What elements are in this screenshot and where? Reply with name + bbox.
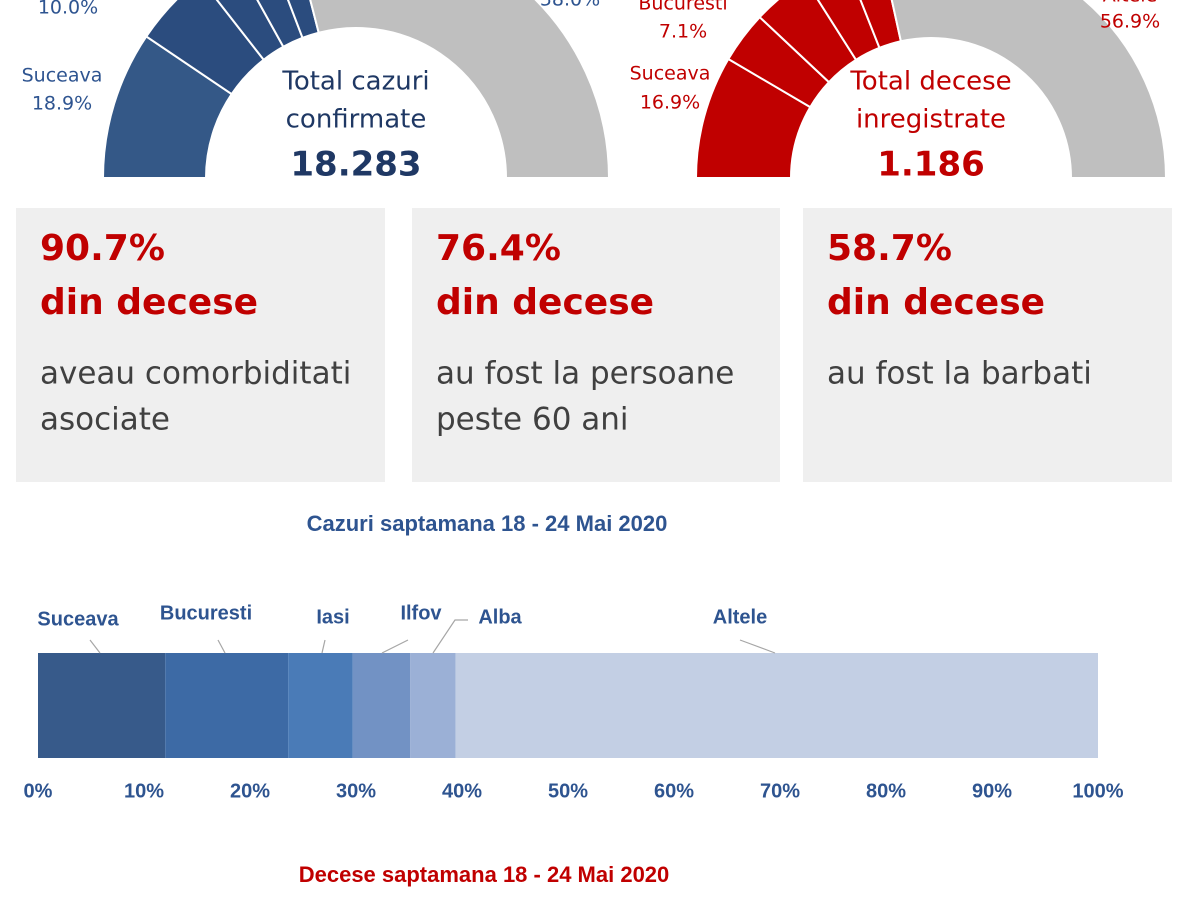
stat-card: [803, 208, 1172, 482]
x-tick-label: 70%: [760, 780, 800, 802]
bar-title: Cazuri saptamana 18 - 24 Mai 2020: [307, 511, 668, 536]
card-stat: 58.7%: [827, 228, 952, 269]
segment-value: 16.9%: [640, 92, 700, 114]
segment-name: Suceava: [630, 63, 711, 85]
bar-segment: [352, 653, 411, 758]
card-unit: din decese: [436, 282, 654, 323]
x-tick-label: 60%: [654, 780, 694, 802]
segment-label: Altele: [713, 606, 767, 628]
segment-name: Bucuresti: [638, 0, 727, 15]
segment-value: 10.0%: [38, 0, 98, 19]
segment-label: Iasi: [316, 606, 349, 628]
card-unit: din decese: [40, 282, 258, 323]
section-title: Decese saptamana 18 - 24 Mai 2020: [299, 862, 670, 887]
x-tick-label: 50%: [548, 780, 588, 802]
segment-value: 7.1%: [659, 21, 707, 43]
leader-line: [739, 639, 776, 654]
segment-value: 56.9%: [1100, 11, 1160, 33]
segment-label: Suceava: [37, 608, 119, 630]
stat-card: [412, 208, 780, 482]
bar-segment: [165, 653, 289, 758]
donut-segment: [890, 0, 1168, 179]
segment-label: Bucuresti: [160, 602, 252, 624]
x-tick-label: 80%: [866, 780, 906, 802]
donut-segment: [309, 0, 611, 179]
center-total: 18.283: [290, 145, 421, 185]
card-text: asociate: [40, 402, 170, 438]
card-text: au fost la barbati: [827, 356, 1092, 392]
bar-segment: [455, 653, 1098, 758]
x-tick-label: 90%: [972, 780, 1012, 802]
x-tick-label: 40%: [442, 780, 482, 802]
bar-segment: [410, 653, 456, 758]
center-text: confirmate: [286, 105, 427, 135]
x-tick-label: 0%: [24, 780, 53, 802]
segment-value: 58.0%: [540, 0, 600, 11]
center-text: inregistrate: [856, 105, 1006, 135]
card-stat: 90.7%: [40, 228, 165, 269]
segment-name: Suceava: [22, 65, 103, 87]
card-unit: din decese: [827, 282, 1045, 323]
center-text: Total cazuri: [281, 67, 429, 97]
card-text: au fost la persoane: [436, 356, 734, 392]
bar-segment: [288, 653, 353, 758]
leader-line: [217, 639, 226, 654]
x-tick-label: 20%: [230, 780, 270, 802]
card-stat: 76.4%: [436, 228, 561, 269]
bar-segment: [38, 653, 166, 758]
leader-line: [381, 639, 409, 654]
card-text: peste 60 ani: [436, 402, 629, 438]
leader-line: [89, 639, 101, 654]
center-text: Total decese: [849, 67, 1011, 97]
leader-line: [432, 619, 468, 654]
card-text: aveau comorbiditati: [40, 356, 351, 392]
x-tick-label: 100%: [1072, 780, 1123, 802]
leader-line: [321, 639, 326, 654]
x-tick-label: 30%: [336, 780, 376, 802]
segment-label: Alba: [478, 606, 522, 628]
segment-name: Altele: [1103, 0, 1157, 7]
stat-card: [16, 208, 385, 482]
segment-label: Ilfov: [400, 602, 442, 624]
segment-value: 18.9%: [32, 93, 92, 115]
center-total: 1.186: [877, 145, 985, 185]
x-tick-label: 10%: [124, 780, 164, 802]
